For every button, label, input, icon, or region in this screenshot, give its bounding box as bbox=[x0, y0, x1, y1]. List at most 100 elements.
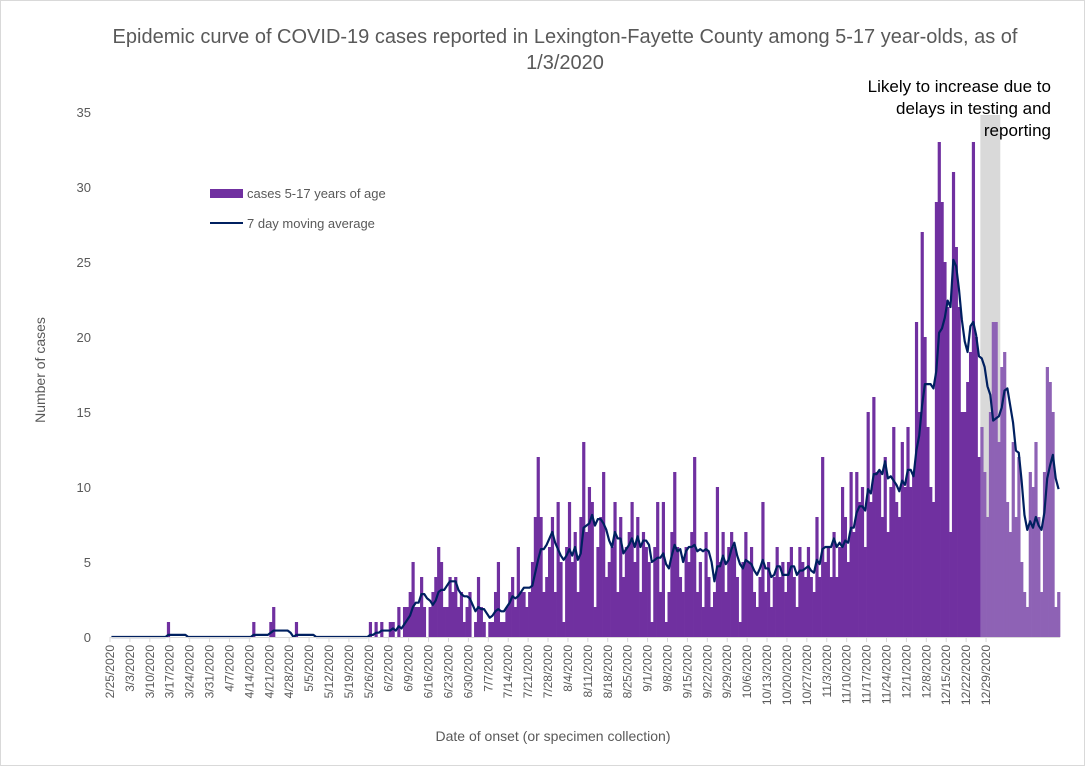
bar bbox=[954, 247, 958, 637]
chart-title: Epidemic curve of COVID-19 cases reporte… bbox=[112, 26, 1018, 74]
x-tick-label: 6/30/2020 bbox=[461, 645, 475, 699]
legend-label-average: 7 day moving average bbox=[247, 215, 375, 231]
bar bbox=[1042, 472, 1047, 637]
x-tick-label: 6/23/2020 bbox=[441, 645, 455, 699]
bar bbox=[630, 502, 634, 637]
x-tick-label: 8/11/2020 bbox=[581, 645, 595, 698]
bar bbox=[949, 532, 953, 637]
bar bbox=[840, 487, 845, 637]
bar bbox=[496, 562, 501, 637]
y-axis-title: Number of cases bbox=[32, 317, 48, 423]
x-tick-label: 6/16/2020 bbox=[422, 645, 436, 699]
bar bbox=[616, 592, 620, 637]
bar bbox=[610, 547, 614, 637]
bar bbox=[792, 577, 796, 637]
bar bbox=[1003, 352, 1007, 637]
x-tick-label: 4/7/2020 bbox=[222, 645, 236, 692]
bar bbox=[1025, 607, 1030, 637]
bar bbox=[479, 607, 483, 637]
bar bbox=[806, 547, 811, 637]
bar bbox=[823, 562, 828, 637]
bar bbox=[912, 472, 916, 637]
bar bbox=[474, 622, 478, 637]
bar bbox=[929, 487, 933, 637]
bar bbox=[960, 412, 964, 637]
bar bbox=[926, 427, 930, 637]
bar bbox=[522, 592, 526, 637]
bar bbox=[656, 502, 660, 637]
bar bbox=[946, 307, 950, 637]
bar bbox=[550, 517, 555, 637]
bar bbox=[781, 562, 785, 637]
bar bbox=[849, 472, 853, 637]
bar bbox=[1020, 562, 1024, 637]
bar bbox=[701, 607, 705, 637]
bar bbox=[448, 577, 452, 637]
bar bbox=[252, 622, 256, 637]
x-tick-label: 12/15/2020 bbox=[939, 645, 953, 705]
bar bbox=[272, 607, 276, 637]
bar bbox=[997, 442, 1001, 637]
bar bbox=[775, 547, 779, 637]
bar bbox=[1054, 607, 1058, 637]
bar bbox=[951, 172, 956, 637]
bar bbox=[801, 562, 805, 637]
x-tick-label: 7/14/2020 bbox=[501, 645, 515, 699]
bar bbox=[1028, 472, 1032, 637]
bar bbox=[1000, 367, 1004, 637]
bar bbox=[417, 607, 421, 637]
bar bbox=[804, 577, 808, 637]
legend-label-cases: cases 5-17 years of age bbox=[247, 185, 386, 201]
bar bbox=[988, 412, 993, 637]
bar bbox=[431, 592, 435, 637]
bar bbox=[943, 262, 947, 637]
bar bbox=[636, 517, 640, 637]
x-tick-label: 4/28/2020 bbox=[282, 645, 296, 699]
x-tick-label: 12/8/2020 bbox=[919, 645, 933, 699]
bar bbox=[661, 502, 665, 637]
x-tick-label: 11/24/2020 bbox=[880, 645, 894, 704]
bar bbox=[508, 592, 512, 637]
bar bbox=[932, 502, 936, 637]
bar bbox=[784, 592, 788, 637]
bar bbox=[587, 487, 592, 637]
bar bbox=[855, 472, 859, 637]
y-tick-label: 5 bbox=[84, 555, 91, 570]
bar bbox=[695, 592, 700, 637]
x-tick-label: 9/22/2020 bbox=[700, 645, 714, 699]
y-tick-label: 25 bbox=[77, 255, 91, 270]
bar bbox=[488, 622, 492, 637]
bar bbox=[974, 337, 978, 637]
x-tick-label: 3/10/2020 bbox=[143, 645, 157, 699]
x-tick-label: 3/17/2020 bbox=[163, 645, 177, 699]
bar bbox=[604, 577, 609, 637]
x-tick-label: 4/14/2020 bbox=[242, 645, 256, 699]
bar bbox=[1034, 442, 1038, 637]
x-tick-label: 9/8/2020 bbox=[660, 645, 674, 692]
bar bbox=[420, 577, 424, 637]
bar bbox=[727, 547, 731, 637]
bar bbox=[971, 142, 976, 637]
legend-swatch-line bbox=[210, 222, 243, 224]
bar bbox=[818, 577, 822, 637]
bar bbox=[590, 502, 594, 637]
bar bbox=[411, 562, 415, 637]
bar bbox=[875, 472, 879, 637]
bar bbox=[914, 322, 919, 637]
x-axis-title: Date of onset (or specimen collection) bbox=[435, 728, 671, 744]
bar bbox=[991, 322, 995, 637]
bar bbox=[977, 457, 981, 637]
bar bbox=[812, 592, 816, 637]
bar bbox=[269, 622, 273, 637]
x-tick-label: 3/24/2020 bbox=[183, 645, 197, 699]
bar bbox=[624, 547, 629, 637]
bar bbox=[821, 457, 825, 637]
bar bbox=[1011, 442, 1015, 637]
x-tick-label: 10/20/2020 bbox=[780, 645, 794, 705]
bar bbox=[644, 547, 648, 637]
bar bbox=[738, 622, 742, 637]
x-tick-label: 3/31/2020 bbox=[203, 645, 217, 699]
bar bbox=[903, 487, 907, 637]
bar bbox=[690, 532, 694, 637]
